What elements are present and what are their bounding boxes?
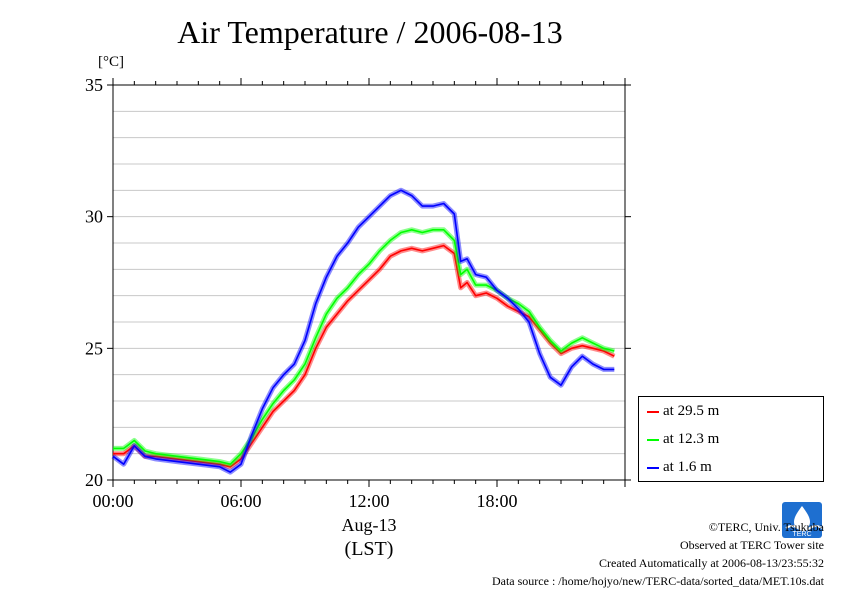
legend-swatch-1-6m [647, 466, 659, 469]
footer-site: Observed at TERC Tower site [679, 538, 824, 552]
legend-label-12-3m: at 12.3 m [663, 431, 720, 447]
legend-swatch-29-5m [647, 410, 659, 413]
series-line-1 [113, 229, 615, 466]
series-line-2 [112, 189, 615, 473]
legend-label-1-6m: at 1.6 m [663, 459, 712, 475]
y-tick-label: 35 [85, 75, 103, 95]
y-tick-label: 20 [85, 470, 103, 490]
legend-item-1-6m: at 1.6 m [647, 459, 712, 476]
legend-swatch-12-3m [647, 438, 659, 441]
y-tick-label: 30 [85, 207, 103, 227]
x-axis-date-label: Aug-13 [342, 515, 397, 535]
x-tick-label: 00:00 [92, 491, 133, 511]
legend-item-29-5m: at 29.5 m [647, 403, 719, 420]
footer-copyright: ©TERC, Univ. Tsukuba [708, 520, 824, 534]
series-line-0 [113, 244, 615, 468]
y-axis-unit: [°C] [98, 54, 124, 70]
footer-created: Created Automatically at 2006-08-13/23:5… [599, 556, 824, 570]
footer-source: Data source : /home/hojyo/new/TERC-data/… [491, 574, 824, 588]
x-tick-label: 12:00 [348, 491, 389, 511]
x-axis-zone-label: (LST) [345, 538, 394, 560]
legend: at 29.5 m at 12.3 m at 1.6 m [638, 396, 824, 482]
legend-item-12-3m: at 12.3 m [647, 431, 719, 448]
logo-text: TERC [792, 531, 811, 538]
legend-label-29-5m: at 29.5 m [663, 403, 720, 419]
y-tick-label: 25 [85, 338, 103, 358]
x-tick-label: 06:00 [220, 491, 261, 511]
chart-title: Air Temperature / 2006-08-13 [177, 14, 563, 50]
terc-logo-icon: TERC [782, 502, 822, 538]
x-tick-label: 18:00 [476, 491, 517, 511]
